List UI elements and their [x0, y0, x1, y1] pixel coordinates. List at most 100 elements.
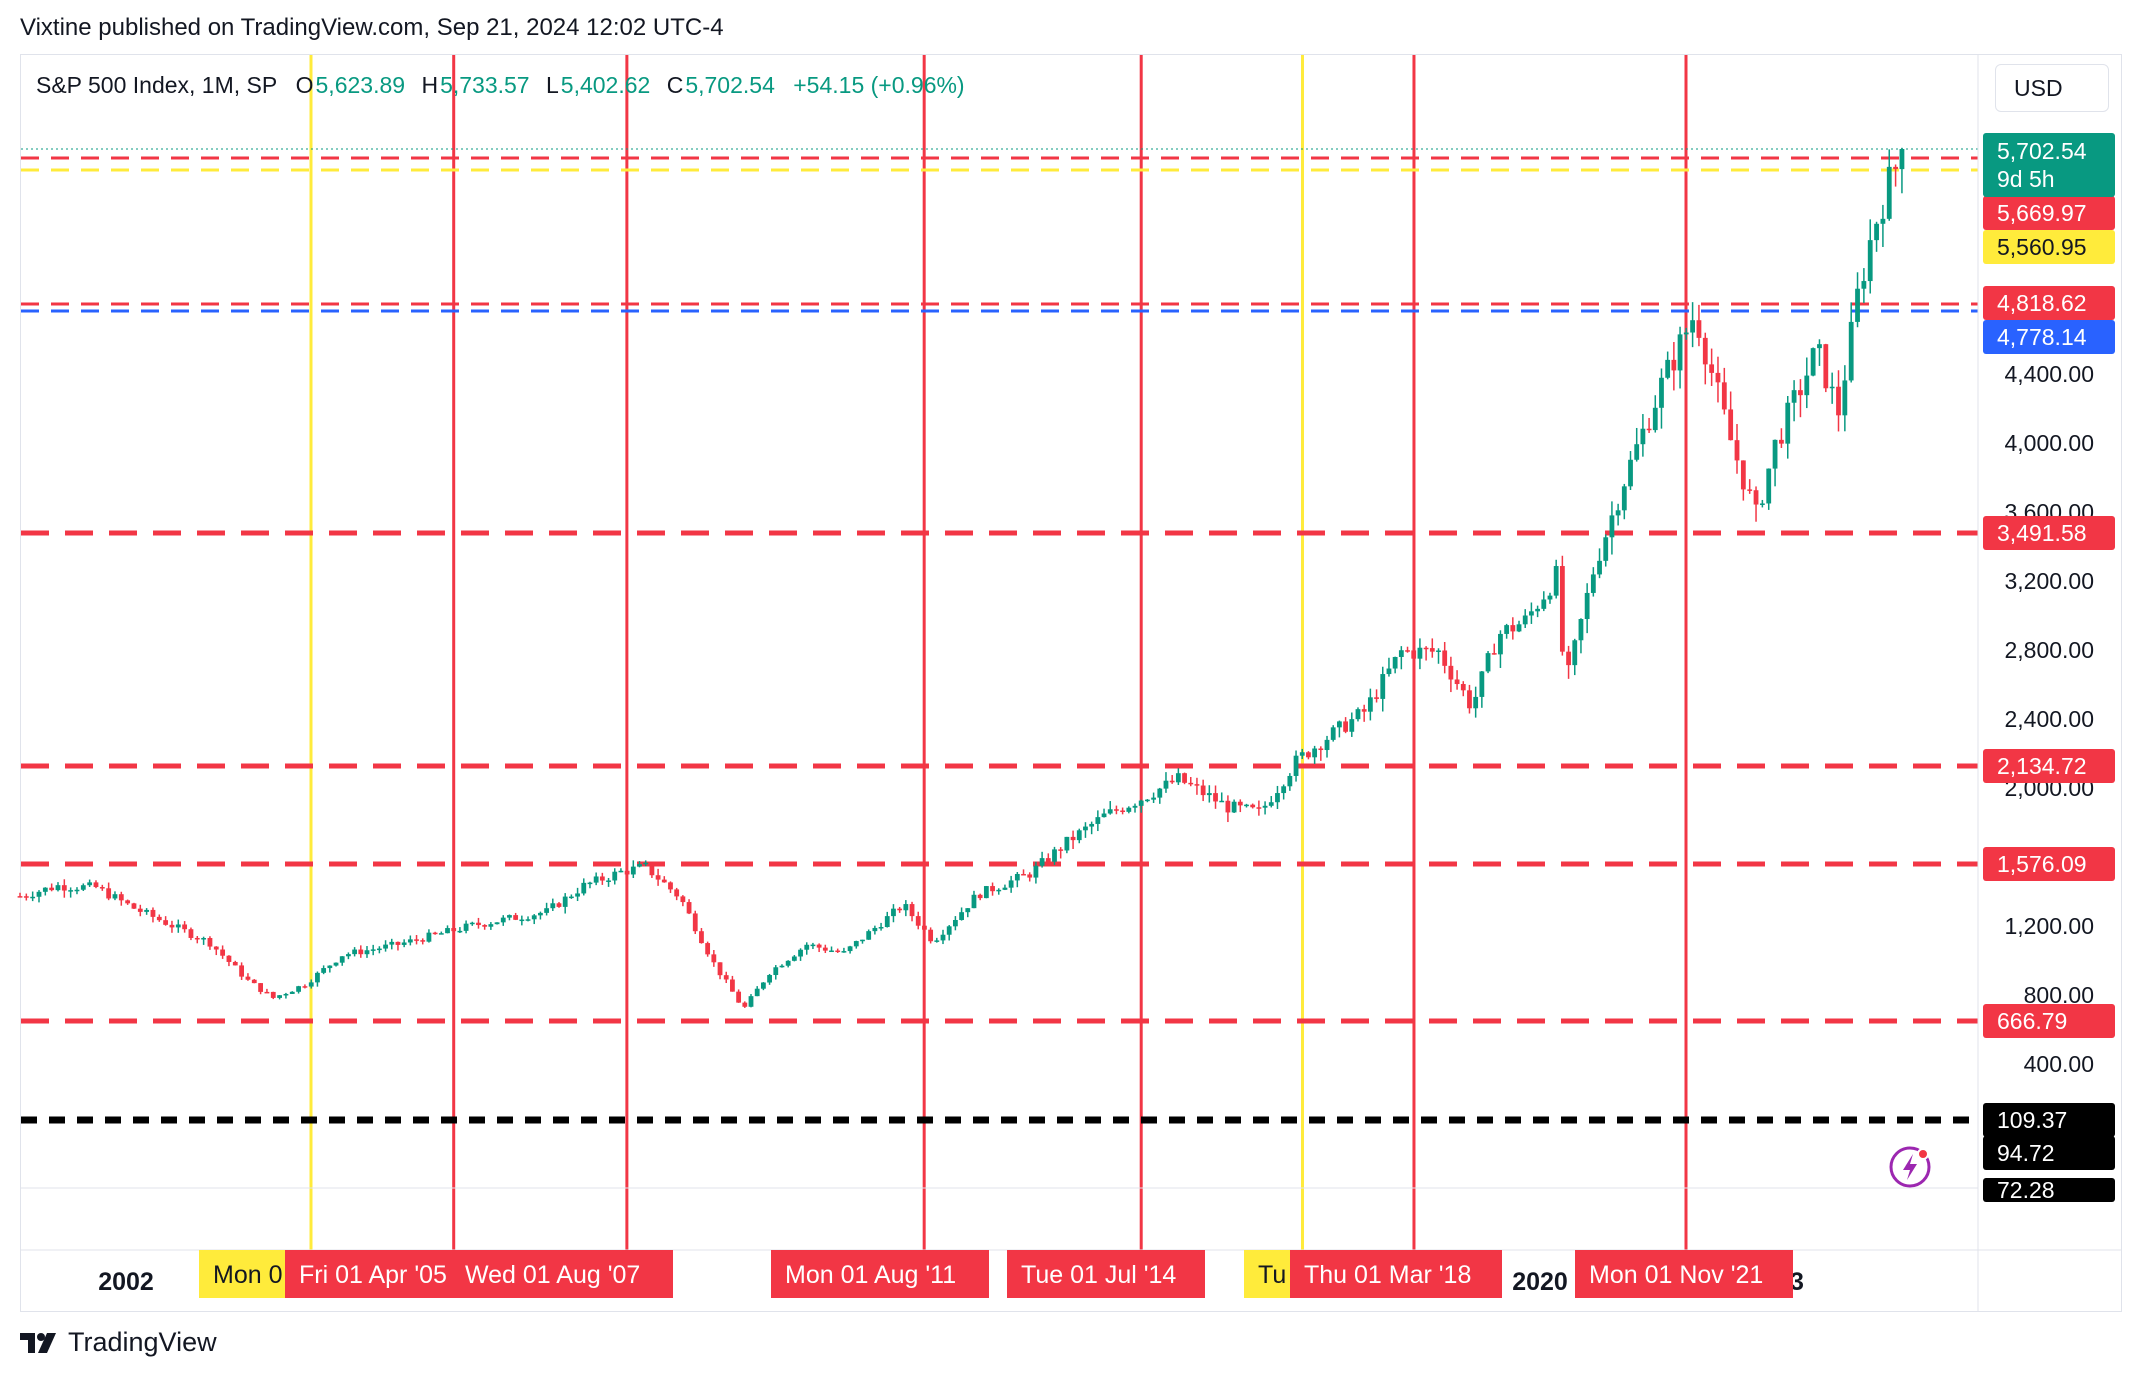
candle[interactable] [1213, 785, 1218, 809]
candle[interactable] [1504, 623, 1510, 639]
candle[interactable] [1089, 821, 1095, 835]
candle[interactable] [1721, 367, 1727, 415]
candle[interactable] [965, 908, 971, 918]
candle[interactable] [30, 891, 36, 902]
candle[interactable] [853, 940, 859, 949]
candle[interactable] [1547, 592, 1553, 604]
candle[interactable] [705, 941, 711, 957]
price-level-label[interactable]: 72.28 [1983, 1177, 2115, 1203]
candle[interactable] [773, 965, 779, 980]
candle[interactable] [785, 960, 791, 968]
candle[interactable] [1460, 681, 1466, 697]
candle[interactable] [829, 946, 834, 953]
candle[interactable] [866, 929, 872, 940]
time-marker-label[interactable]: Mon 01 Nov '21 [1575, 1250, 1793, 1298]
candle[interactable] [1734, 424, 1740, 474]
candle[interactable] [438, 931, 444, 935]
candle[interactable] [150, 907, 156, 923]
candle[interactable] [990, 882, 995, 896]
candle[interactable] [1867, 219, 1873, 294]
candle[interactable] [270, 991, 276, 1000]
candle[interactable] [1014, 872, 1020, 888]
candle[interactable] [1652, 395, 1658, 433]
candle[interactable] [1448, 656, 1454, 693]
candle[interactable] [1553, 559, 1559, 599]
candle[interactable] [1848, 302, 1854, 383]
candle[interactable] [376, 946, 382, 954]
candle[interactable] [872, 925, 878, 935]
candle[interactable] [1479, 671, 1485, 708]
candle[interactable] [1423, 646, 1429, 661]
candle[interactable] [575, 887, 580, 902]
candle[interactable] [1324, 735, 1330, 758]
candle[interactable] [1785, 396, 1791, 459]
candle[interactable] [1039, 851, 1045, 868]
candle[interactable] [500, 915, 506, 926]
candle[interactable] [226, 955, 232, 967]
candle[interactable] [643, 860, 649, 867]
candle[interactable] [884, 911, 890, 928]
candle[interactable] [61, 879, 67, 898]
candle[interactable] [1597, 548, 1602, 579]
candle[interactable] [1045, 853, 1051, 865]
candle[interactable] [55, 882, 61, 892]
candle[interactable] [1355, 707, 1361, 722]
candle[interactable] [1058, 847, 1064, 859]
candle[interactable] [1349, 712, 1355, 737]
candle[interactable] [1107, 801, 1113, 815]
candle[interactable] [1842, 365, 1848, 432]
candle[interactable] [983, 885, 989, 899]
candle[interactable] [389, 938, 395, 950]
candle[interactable] [401, 939, 407, 948]
candle[interactable] [742, 1001, 748, 1008]
candle[interactable] [302, 984, 308, 989]
candle[interactable] [1590, 567, 1596, 597]
price-level-label[interactable]: 4,818.62 [1983, 286, 2115, 320]
candle[interactable] [1008, 875, 1014, 893]
candle[interactable] [531, 914, 537, 925]
candle[interactable] [556, 902, 562, 908]
candle[interactable] [959, 907, 964, 921]
candle[interactable] [637, 861, 642, 868]
candle[interactable] [1151, 792, 1156, 804]
candle[interactable] [321, 965, 327, 975]
candle[interactable] [1330, 725, 1336, 742]
candle[interactable] [971, 890, 977, 909]
candle[interactable] [99, 884, 105, 891]
candle[interactable] [1791, 380, 1797, 422]
price-level-label[interactable]: 666.79 [1983, 1004, 2115, 1038]
candle[interactable] [1225, 795, 1231, 823]
candle[interactable] [996, 888, 1002, 895]
candle[interactable] [1312, 745, 1318, 764]
candle[interactable] [36, 890, 42, 903]
candle[interactable] [878, 922, 884, 931]
candle[interactable] [364, 946, 370, 958]
candle[interactable] [538, 911, 543, 920]
candle[interactable] [1219, 792, 1225, 803]
candle[interactable] [1603, 534, 1609, 567]
candle[interactable] [1541, 591, 1547, 612]
candle[interactable] [1287, 773, 1293, 791]
candle[interactable] [760, 982, 766, 991]
candle[interactable] [1715, 356, 1721, 403]
candle[interactable] [1899, 147, 1905, 194]
candle[interactable] [315, 971, 320, 987]
candle[interactable] [1874, 221, 1879, 252]
candle[interactable] [822, 944, 828, 954]
candle[interactable] [258, 983, 264, 995]
candle[interactable] [655, 868, 661, 886]
candle[interactable] [49, 883, 55, 892]
candle[interactable] [1516, 620, 1522, 633]
candle[interactable] [1144, 799, 1150, 803]
candle[interactable] [1454, 670, 1460, 690]
candle[interactable] [1473, 686, 1479, 718]
candle[interactable] [1671, 342, 1677, 391]
candle[interactable] [940, 929, 946, 945]
candle[interactable] [125, 899, 131, 905]
candle[interactable] [395, 941, 401, 951]
candle[interactable] [1206, 785, 1212, 803]
candle[interactable] [1386, 657, 1392, 677]
candle[interactable] [1759, 499, 1765, 508]
candle[interactable] [1823, 343, 1829, 393]
candle[interactable] [1231, 799, 1237, 813]
